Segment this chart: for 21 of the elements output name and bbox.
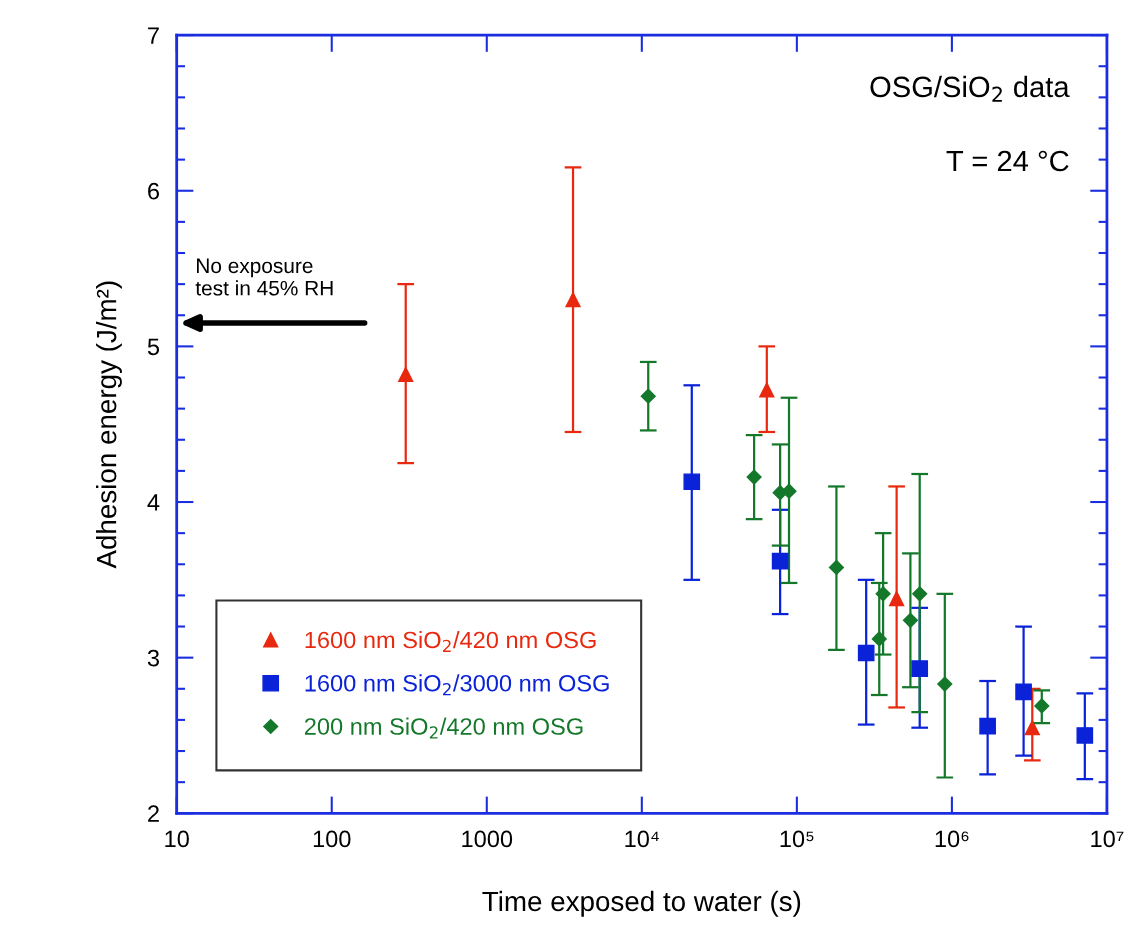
y-tick-label: 2: [148, 805, 159, 822]
y-axis-title: Adhesion energy (J/m²): [96, 281, 122, 569]
x-tick-label: 10⁴: [625, 830, 659, 848]
x-tick-label: 10: [165, 830, 189, 848]
legend-label: 200 nm SiO$_{2}$/420 nm OSG: [304, 717, 583, 739]
legend-label: 1600 nm SiO$_{2}$/3000 nm OSG: [305, 674, 609, 696]
y-tick-label: 5: [147, 338, 160, 356]
x-tick-label: 100: [313, 830, 351, 848]
y-tick-label: 4: [147, 494, 160, 511]
x-tick-label: 10⁵: [780, 830, 814, 848]
y-tick-label: 6: [148, 182, 159, 200]
annotation: OSG/SiO$_{2}$ data: [870, 75, 1070, 102]
y-tick-label: 7: [148, 27, 159, 44]
x-tick-label: 1000: [462, 830, 513, 848]
y-tick-label: 3: [147, 649, 159, 667]
x-tick-label: 10⁶: [935, 830, 969, 848]
annotation: No exposure test in 45% RH: [195, 258, 333, 296]
x-axis-title: Time exposed to water (s): [482, 890, 801, 917]
x-tick-label: 10⁷: [1091, 830, 1124, 848]
annotation: T = 24 °C: [946, 150, 1069, 172]
legend-label: 1600 nm SiO$_{2}$/420 nm OSG: [305, 631, 596, 652]
